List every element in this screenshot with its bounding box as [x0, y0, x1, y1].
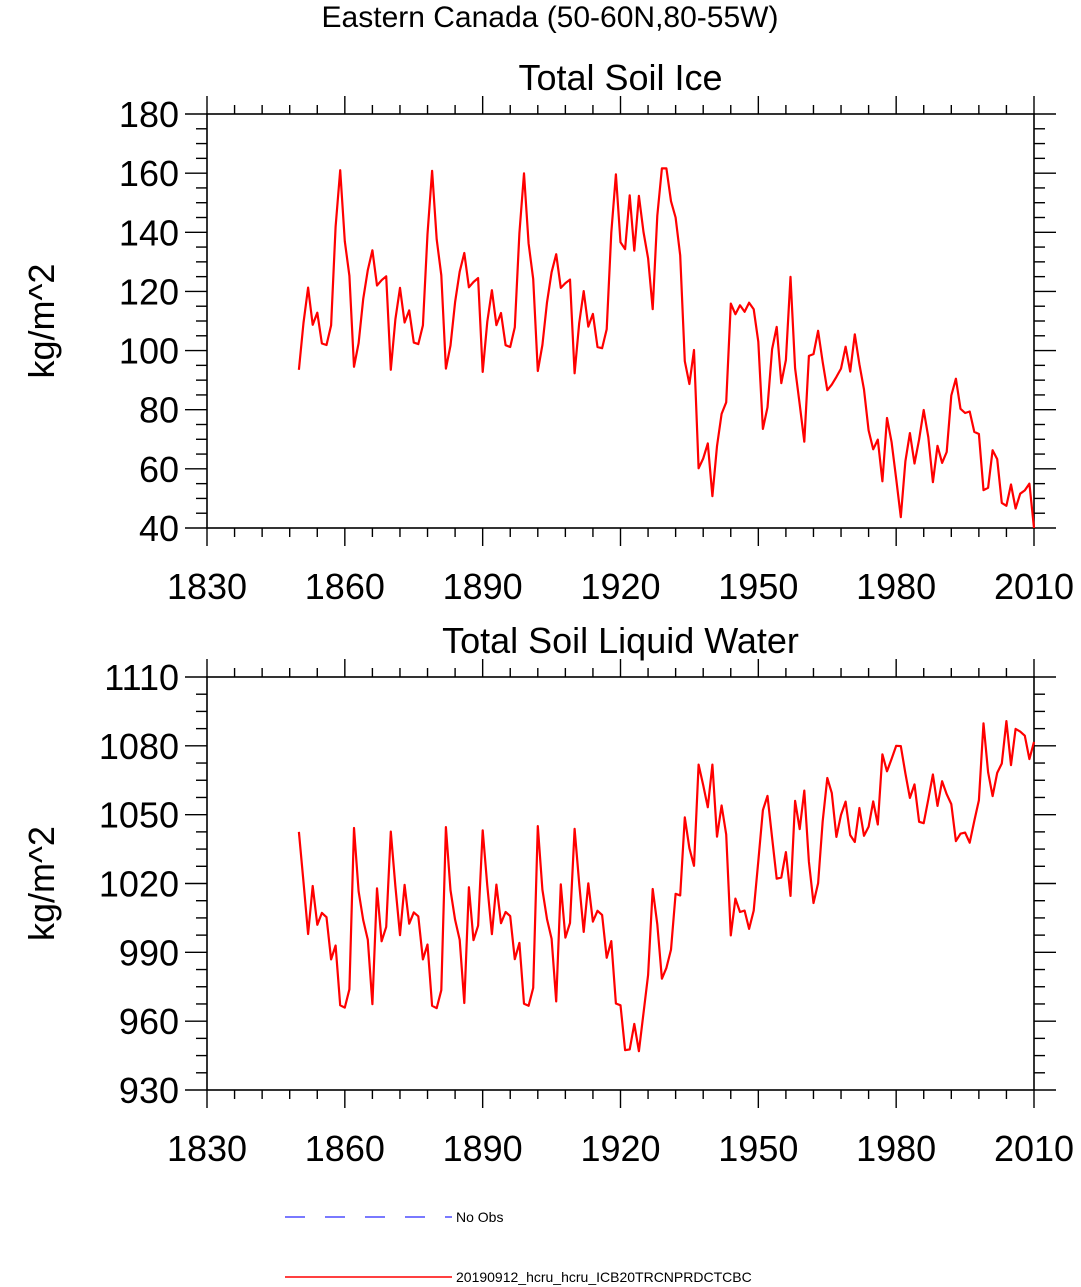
figure-suptitle: Eastern Canada (50-60N,80-55W): [321, 1, 779, 34]
soil-ice-y-tick-label: 140: [119, 212, 179, 253]
soil-liquid-water-y-tick-label: 1110: [104, 657, 179, 698]
soil-ice-x-tick-label: 1980: [856, 566, 936, 607]
soil-ice-y-tick-label: 180: [119, 94, 179, 135]
soil-liquid-water-y-tick-label: 1020: [99, 864, 179, 905]
soil-ice-x-tick-label: 1830: [167, 566, 247, 607]
soil-ice-x-tick-label: 2010: [994, 566, 1074, 607]
soil-ice-y-tick-label: 120: [119, 271, 179, 312]
soil-liquid-water-plot-frame: [206, 676, 1035, 1091]
soil-ice-y-tick-label: 160: [119, 153, 179, 194]
legend: No Obs 20190912_hcru_hcru_ICB20TRCNPRDCT…: [285, 1209, 752, 1285]
soil-liquid-water-y-tick-label: 1050: [99, 795, 179, 836]
soil-ice-x-tick-label: 1890: [443, 566, 523, 607]
legend-no-obs-label: No Obs: [456, 1209, 503, 1225]
soil-ice-y-tick-label: 100: [119, 331, 179, 372]
soil-liquid-water-x-tick-label: 1950: [718, 1128, 798, 1169]
soil-ice-y-tick-label: 40: [139, 508, 179, 549]
soil-ice-y-tick-label: 60: [139, 449, 179, 490]
soil-liquid-water-y-tick-label: 930: [119, 1070, 179, 1111]
soil-liquid-water-x-tick-label: 2010: [994, 1128, 1074, 1169]
soil-liquid-water-x-tick-label: 1920: [580, 1128, 660, 1169]
soil-liquid-water-series-line: [297, 719, 1036, 1053]
soil-liquid-water-x-tick-label: 1860: [305, 1128, 385, 1169]
legend-model-label: 20190912_hcru_hcru_ICB20TRCNPRDCTCBC: [456, 1269, 752, 1285]
soil-liquid-water-y-tick-label: 990: [119, 932, 179, 973]
soil-ice-y-tick-label: 80: [139, 390, 179, 431]
soil-ice-series-line: [297, 167, 1036, 529]
soil-liquid-water-y-tick-label: 1080: [99, 726, 179, 767]
soil-liquid-water-x-tick-label: 1890: [443, 1128, 523, 1169]
soil-liquid-water-title: Total Soil Liquid Water: [442, 620, 799, 661]
soil-ice-x-tick-label: 1920: [580, 566, 660, 607]
soil-ice-x-tick-label: 1950: [718, 566, 798, 607]
soil-ice-x-tick-label: 1860: [305, 566, 385, 607]
soil-ice-panel: Total Soil Ice kg/m^2 1830 1860 1890 1920 1950…: [21, 57, 1074, 607]
soil-ice-title: Total Soil Ice: [518, 57, 722, 98]
soil-liquid-water-x-tick-label: 1830: [167, 1128, 247, 1169]
soil-liquid-water-ylabel: kg/m^2: [21, 826, 62, 941]
soil-ice-ylabel: kg/m^2: [21, 264, 62, 379]
soil-liquid-water-y-tick-label: 960: [119, 1001, 179, 1042]
soil-liquid-water-panel: Total Soil Liquid Water kg/m^2 1830 1860 189…: [21, 620, 1074, 1169]
soil-liquid-water-x-tick-label: 1980: [856, 1128, 936, 1169]
